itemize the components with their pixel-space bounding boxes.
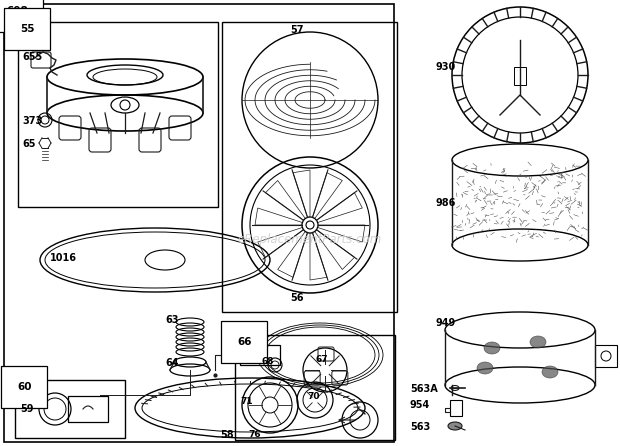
Text: 66: 66 [237, 337, 252, 347]
Text: 563A: 563A [410, 384, 438, 394]
Bar [514, 67, 526, 85]
Text: 63: 63 [165, 315, 179, 325]
Text: 373: 373 [22, 116, 42, 126]
Ellipse shape [448, 422, 462, 430]
Text: 58: 58 [220, 430, 234, 440]
Bar [68, 396, 108, 422]
Text: 56: 56 [290, 293, 304, 303]
Text: 60: 60 [17, 382, 32, 392]
Text: 76: 76 [248, 430, 260, 439]
Bar [15, 380, 125, 438]
Bar [595, 345, 617, 367]
Text: 57: 57 [290, 25, 304, 35]
Ellipse shape [542, 366, 558, 378]
Text: 986: 986 [435, 198, 455, 208]
Text: 64: 64 [165, 358, 179, 368]
Ellipse shape [530, 336, 546, 348]
Bar [222, 22, 397, 312]
Bar [235, 335, 395, 440]
Text: 608: 608 [6, 6, 28, 16]
Bar [18, 22, 218, 207]
Text: 954: 954 [410, 400, 430, 410]
Text: eReplacementParts.com: eReplacementParts.com [238, 234, 382, 247]
Text: 58A: 58A [228, 340, 249, 350]
Text: 68: 68 [262, 357, 275, 366]
Text: 59: 59 [20, 404, 33, 414]
Bar [450, 400, 462, 416]
Text: 70: 70 [307, 392, 319, 401]
Text: 949: 949 [435, 318, 455, 328]
Text: 67: 67 [315, 355, 327, 364]
Text: 930: 930 [435, 62, 455, 72]
Text: 655: 655 [22, 52, 42, 62]
Text: 55: 55 [20, 24, 35, 34]
Text: 71: 71 [240, 397, 252, 406]
Bar [4, 4, 394, 442]
Circle shape [302, 217, 318, 233]
Ellipse shape [484, 342, 500, 354]
Text: 563: 563 [410, 422, 430, 432]
Ellipse shape [477, 362, 493, 374]
Text: 65: 65 [22, 139, 35, 149]
Text: 1016: 1016 [50, 253, 77, 263]
Ellipse shape [451, 385, 459, 391]
Bar [240, 345, 280, 365]
